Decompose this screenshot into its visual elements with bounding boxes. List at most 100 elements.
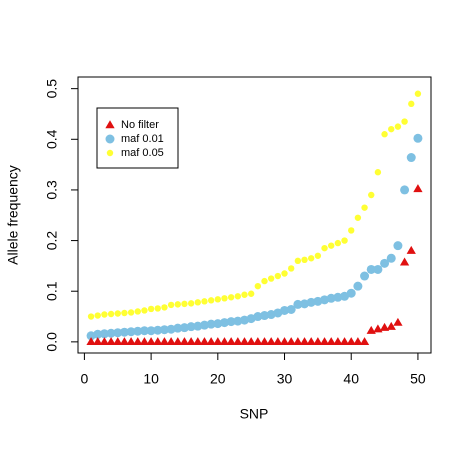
triangle-point [113, 337, 123, 346]
circle-point [87, 313, 95, 320]
triangle-point [173, 337, 183, 346]
circle-point [254, 282, 262, 290]
x-tick-label: 20 [210, 371, 226, 387]
x-tick-label: 30 [277, 371, 293, 387]
circle-point [167, 301, 175, 309]
circle-point [207, 297, 215, 304]
triangle-point [99, 337, 110, 346]
circle-point [93, 329, 103, 339]
triangle-point [339, 337, 350, 346]
y-tick-label: 0.2 [44, 231, 60, 251]
circle-point [153, 325, 163, 335]
circle-point [94, 312, 101, 319]
triangle-point [213, 337, 223, 346]
triangle-point [139, 337, 150, 346]
circle-point [201, 298, 208, 305]
circle-point [121, 309, 128, 317]
triangle-point [293, 337, 303, 346]
circle-point [287, 265, 295, 272]
circle-point [99, 329, 109, 339]
circle-point [179, 323, 189, 333]
circle-point [253, 312, 263, 322]
triangle-point [246, 337, 256, 346]
triangle-point [393, 317, 403, 326]
circle-point [413, 133, 423, 143]
circle-point [366, 264, 376, 274]
circle-point [353, 281, 363, 291]
circle-point [174, 301, 181, 308]
circle-point [234, 293, 242, 300]
triangle-point [119, 337, 130, 346]
legend-label: maf 0.01 [121, 133, 164, 145]
y-axis-label: Allele frequency [5, 165, 21, 265]
legend-label: maf 0.05 [121, 147, 164, 159]
y-tick-label: 0.3 [44, 180, 60, 200]
circle-point [326, 293, 336, 303]
circle-point [241, 291, 248, 298]
triangle-point [326, 337, 336, 346]
circle-point [388, 125, 395, 133]
circle-point [107, 310, 115, 318]
triangle-point [299, 337, 310, 346]
circle-point [281, 270, 288, 277]
circle-point [127, 309, 135, 316]
circle-point [293, 299, 303, 309]
triangle-point [193, 337, 203, 346]
circle-point [280, 305, 290, 315]
circle-point [333, 292, 343, 302]
triangle-point [153, 337, 163, 346]
triangle-point [346, 337, 356, 346]
circle-point [173, 323, 183, 333]
circle-point [360, 271, 370, 281]
y-tick-label: 0.0 [44, 332, 60, 352]
triangle-point [253, 337, 263, 346]
circle-point [328, 242, 335, 249]
triangle-point [146, 337, 156, 346]
triangle-point [93, 337, 103, 346]
circle-point [261, 277, 268, 285]
x-tick-label: 50 [410, 371, 426, 387]
circle-point [321, 244, 328, 252]
circle-point [134, 308, 141, 315]
triangle-point [199, 337, 210, 346]
circle-point [213, 319, 223, 329]
circle-point [159, 325, 169, 335]
circle-point [133, 326, 143, 336]
circle-point [126, 327, 136, 337]
circle-point [114, 310, 121, 317]
circle-point [113, 328, 123, 338]
circle-point [294, 257, 302, 265]
plot-frame [77, 76, 432, 354]
circle-point [199, 320, 209, 330]
triangle-point [206, 337, 216, 346]
triangle-point [179, 337, 190, 346]
circle-point [341, 237, 348, 244]
circle-point [227, 294, 235, 301]
triangle-point [366, 325, 376, 334]
triangle-point [406, 245, 416, 254]
triangle-point [233, 337, 243, 346]
circle-point [286, 304, 296, 314]
circle-point [214, 296, 222, 303]
triangle-point [373, 324, 383, 333]
circle-point [346, 288, 356, 298]
circle-point [368, 191, 375, 199]
circle-point [374, 169, 382, 176]
circle-point [193, 321, 203, 331]
y-tick-label: 0.1 [44, 281, 60, 301]
circle-point [166, 324, 176, 334]
circle-point [380, 258, 390, 268]
triangle-point [259, 337, 270, 346]
circle-point [301, 256, 308, 264]
circle-point [247, 290, 255, 297]
circle-point [408, 100, 415, 108]
triangle-point [313, 337, 323, 346]
legend-symbol [106, 149, 114, 157]
triangle-point [126, 337, 136, 346]
triangle-point [86, 337, 96, 346]
circle-point [401, 118, 408, 125]
circle-point [393, 241, 403, 251]
circle-point [361, 204, 368, 211]
triangle-point [106, 337, 116, 346]
circle-point [406, 153, 416, 163]
